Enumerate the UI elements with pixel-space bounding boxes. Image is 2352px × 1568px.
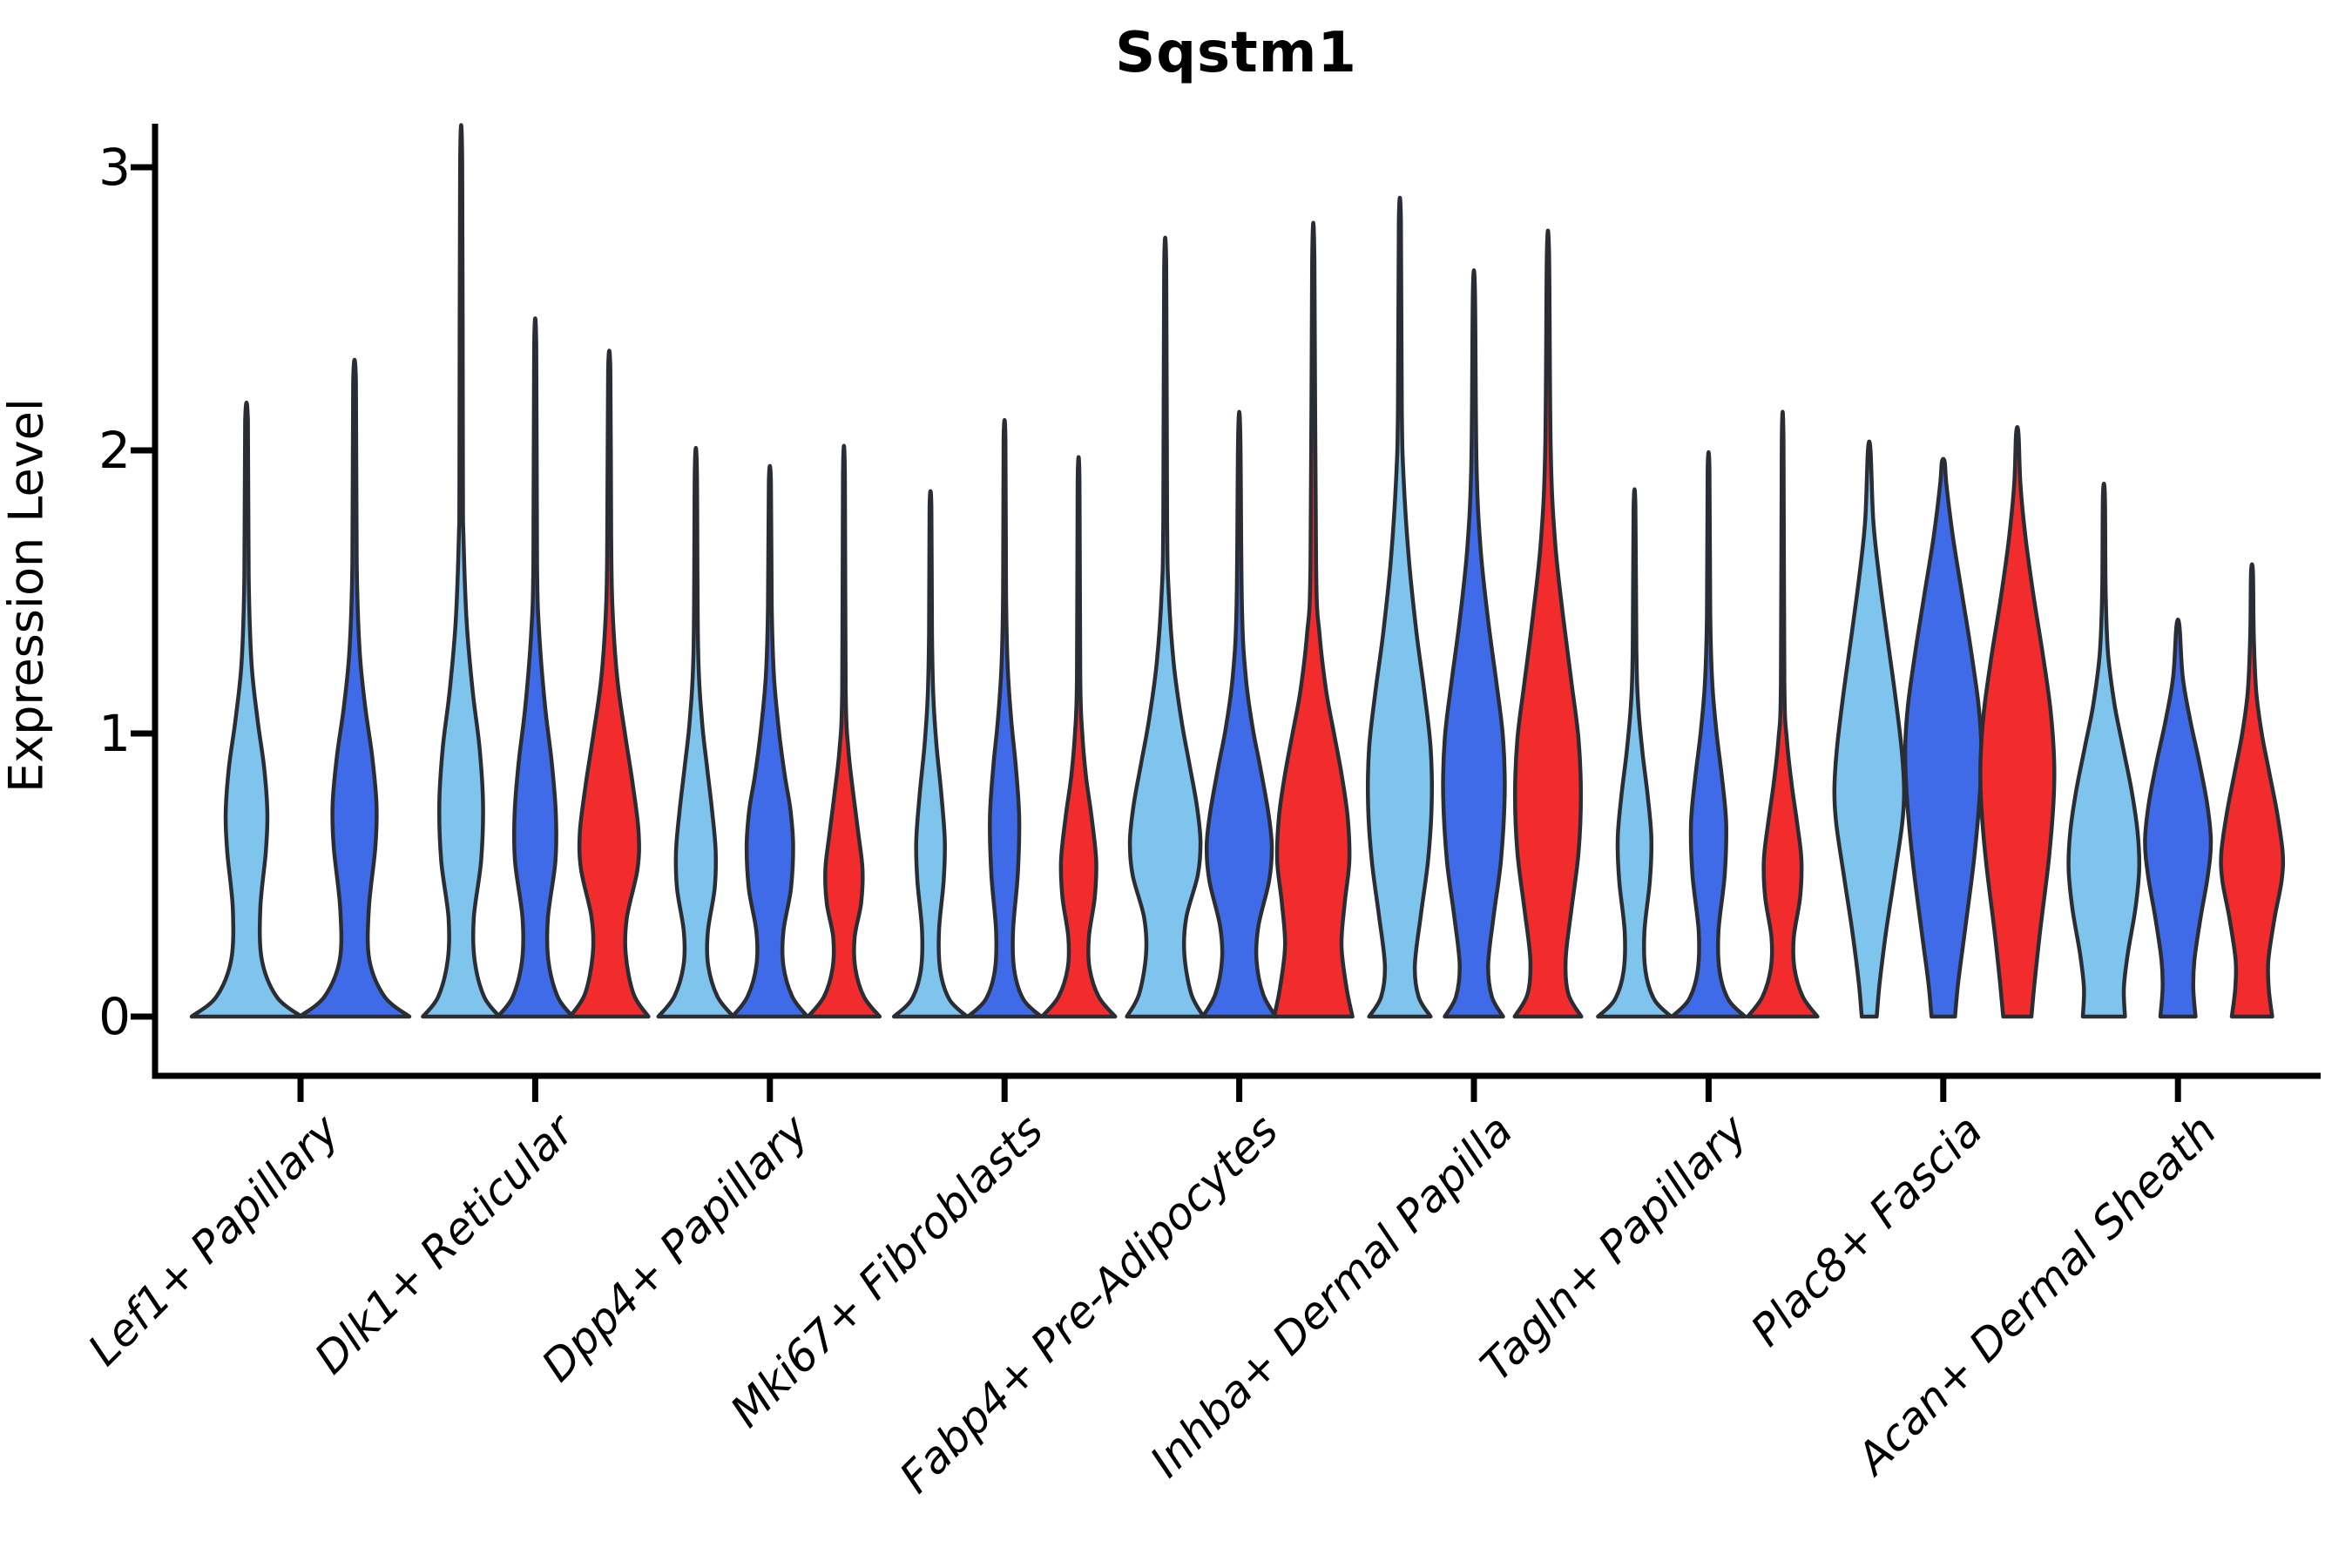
chart-title: Sqstm1 [1115, 21, 1357, 85]
violin-3-red [1039, 455, 1118, 1019]
y-tick-label: 3 [98, 138, 131, 197]
violin-6-red [1746, 409, 1820, 1019]
violin-1-blue [496, 316, 575, 1019]
violin-8-blue [2143, 617, 2213, 1019]
violin-5-red [1512, 228, 1584, 1019]
violin-0-light-blue [189, 400, 304, 1019]
violin-5-blue [1441, 268, 1507, 1019]
violin-3-blue [965, 417, 1044, 1019]
violin-6-light-blue [1596, 487, 1673, 1019]
violin-2-blue [730, 463, 810, 1019]
violin-4-light-blue [1125, 235, 1206, 1019]
violin-2-light-blue [656, 446, 736, 1019]
violin-1-red [568, 348, 651, 1019]
y-tick-label: 1 [98, 704, 131, 763]
violin-3-light-blue [891, 489, 970, 1019]
violin-8-red [2219, 562, 2286, 1019]
violin-5-light-blue [1365, 196, 1435, 1019]
y-tick-label: 0 [98, 987, 131, 1046]
violin-7-red [1978, 424, 2057, 1019]
y-axis-label: Expression Level [0, 398, 54, 793]
violin-1-light-blue [421, 123, 502, 1019]
violin-4-blue [1200, 409, 1278, 1019]
violin-7-blue [1903, 456, 1984, 1019]
violin-2-red [806, 443, 882, 1019]
violin-4-red [1272, 220, 1355, 1019]
violin-7-light-blue [1832, 439, 1907, 1019]
violin-8-light-blue [2066, 481, 2142, 1019]
violin-0-blue [297, 358, 412, 1019]
y-tick-label: 2 [98, 421, 131, 480]
violin-6-blue [1670, 449, 1747, 1019]
